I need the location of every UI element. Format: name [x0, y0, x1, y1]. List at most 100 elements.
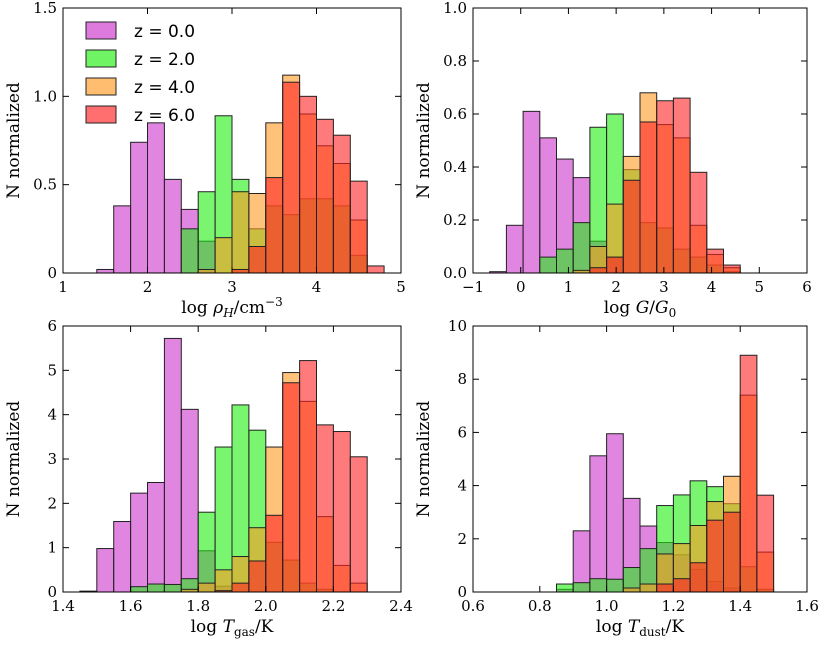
bar-density-z6-15: [349, 180, 368, 274]
plot-frame: [472, 325, 808, 593]
x-tick-label: 1.6: [795, 597, 819, 615]
y-tick-label: 1.5: [33, 0, 57, 17]
bar-gas-temperature-z0-2: [113, 521, 132, 593]
x-axis-label: log G/G0: [604, 298, 677, 320]
y-tick-label: 0.5: [33, 176, 57, 194]
bar-density-z4-7: [214, 237, 233, 274]
x-tick-label: 1.4: [51, 597, 75, 615]
bar-gas-temperature-z2-5: [163, 583, 182, 593]
x-tick-label: 0: [516, 278, 526, 296]
x-tick-label: 1: [564, 278, 574, 296]
y-tick-label: 0.0: [443, 264, 467, 282]
x-tick-label: 2: [611, 278, 621, 296]
bar-dust-temperature-z4-5: [639, 583, 658, 593]
x-tick-label: 1.4: [728, 597, 752, 615]
x-tick-label: 1: [58, 278, 68, 296]
y-tick-label: 0: [47, 264, 57, 282]
legend-swatch-z2: [85, 49, 117, 68]
x-tick-label: 2: [143, 278, 153, 296]
legend: z = 0.0 z = 2.0 z = 4.0 z = 6.0: [85, 21, 195, 126]
bar-gas-temperature-z2-7: [197, 511, 216, 593]
x-tick-label: 5: [755, 278, 765, 296]
bar-radiation-field-z0-2: [522, 110, 541, 274]
y-tick-label: 5: [47, 361, 57, 379]
bar-gas-temperature-z0-1: [96, 548, 115, 593]
bar-dust-temperature-z6-11: [739, 354, 758, 593]
bar-radiation-field-z6-11: [672, 97, 691, 274]
bar-dust-temperature-z6-9: [706, 519, 724, 593]
x-tick-label: 1.2: [661, 597, 685, 615]
bar-gas-temperature-z2-4: [147, 583, 165, 593]
legend-label-z0: z = 0.0: [134, 22, 195, 42]
legend-label-z4: z = 4.0: [134, 78, 195, 98]
legend-swatch-z4: [85, 77, 117, 96]
bar-radiation-field-z2-4: [556, 248, 574, 274]
bar-gas-temperature-z6-10: [248, 560, 267, 593]
plot-frame: [472, 7, 808, 274]
y-tick-label: 0.8: [443, 52, 467, 70]
x-tick-label: 6: [802, 278, 812, 296]
bar-gas-temperature-z6-9: [231, 582, 250, 593]
bar-dust-temperature-z6-12: [756, 494, 775, 593]
bar-radiation-field-z2-5: [572, 222, 591, 274]
y-tick-label: 1.0: [443, 0, 467, 17]
y-axis-label: N normalized: [414, 82, 434, 199]
y-tick-label: 2: [47, 494, 57, 512]
bar-radiation-field-z6-9: [639, 121, 658, 274]
y-tick-label: 0: [47, 583, 57, 601]
x-tick-label: 2.0: [254, 597, 278, 615]
x-tick-label: 4: [707, 278, 717, 296]
bar-radiation-field-z0-1: [505, 224, 524, 274]
x-tick-label: 3: [227, 278, 237, 296]
y-axis-label: N normalized: [4, 82, 24, 199]
bar-density-z0-0: [96, 268, 115, 274]
bar-gas-temperature-z2-3: [130, 586, 149, 593]
y-tick-label: 6: [47, 317, 57, 335]
panel-gas-temperature-histogram: 1.4 1.6 1.8 2.0 2.2 2.4 0 1 2 3 4 5 6 N normalized log…: [4, 317, 413, 639]
x-axis-label: log ρH/cm−3: [181, 295, 283, 320]
bar-gas-temperature-z0-6: [180, 408, 199, 593]
bar-density-z2-6: [197, 191, 216, 274]
bar-density-z6-13: [316, 118, 334, 274]
bar-density-z4-8: [231, 191, 250, 274]
bar-density-z2-5: [180, 228, 199, 274]
bar-gas-temperature-z6-14: [316, 424, 334, 593]
bar-gas-temperature-z4-7: [197, 582, 216, 593]
y-tick-label: 4: [457, 477, 467, 495]
bar-radiation-field-z6-8: [622, 179, 641, 274]
x-tick-label: 3: [659, 278, 669, 296]
bar-radiation-field-z6-14: [723, 264, 741, 274]
y-tick-label: 0.2: [443, 211, 467, 229]
x-tick-label: 1.6: [119, 597, 143, 615]
bar-gas-temperature-z0-5: [163, 337, 182, 593]
legend-label-z2: z = 2.0: [134, 50, 195, 70]
bar-dust-temperature-z2-2: [589, 578, 608, 593]
bar-dust-temperature-z0-3: [606, 433, 624, 593]
bar-dust-temperature-z6-6: [656, 583, 674, 593]
y-tick-label: 6: [457, 423, 467, 441]
legend-swatch-z0: [85, 21, 117, 40]
bar-radiation-field-z0-3: [539, 137, 557, 274]
bar-density-z6-9: [248, 246, 267, 274]
y-tick-label: 10: [448, 317, 467, 335]
x-tick-label: 1.8: [186, 597, 210, 615]
x-axis-label: log Tgas/K: [191, 617, 274, 639]
y-axis-label: N normalized: [414, 401, 434, 518]
bar-radiation-field-z6-13: [706, 248, 724, 274]
bar-dust-temperature-z6-8: [689, 562, 708, 593]
bar-radiation-field-z6-7: [606, 256, 624, 274]
bar-gas-temperature-z6-15: [332, 431, 351, 593]
x-tick-label: 0.8: [528, 597, 552, 615]
bar-density-z6-11: [282, 81, 301, 274]
bar-density-z0-3: [147, 122, 165, 274]
bar-gas-temperature-z6-13: [299, 360, 318, 593]
bar-gas-temperature-z4-8: [214, 569, 233, 593]
x-tick-label: 1.0: [595, 597, 619, 615]
y-tick-label: 4: [47, 406, 57, 424]
legend-swatch-z6: [85, 105, 117, 124]
bar-dust-temperature-z6-10: [723, 511, 741, 593]
y-tick-label: 2: [457, 530, 467, 548]
bar-gas-temperature-z6-16: [349, 456, 368, 593]
bar-radiation-field-z2-3: [539, 256, 557, 274]
panel-radiation-field-histogram: −1 0 1 2 3 4 5 6 0.0 0.2 0.4 0.6 0.8 1.0 N normalized l…: [414, 0, 812, 320]
